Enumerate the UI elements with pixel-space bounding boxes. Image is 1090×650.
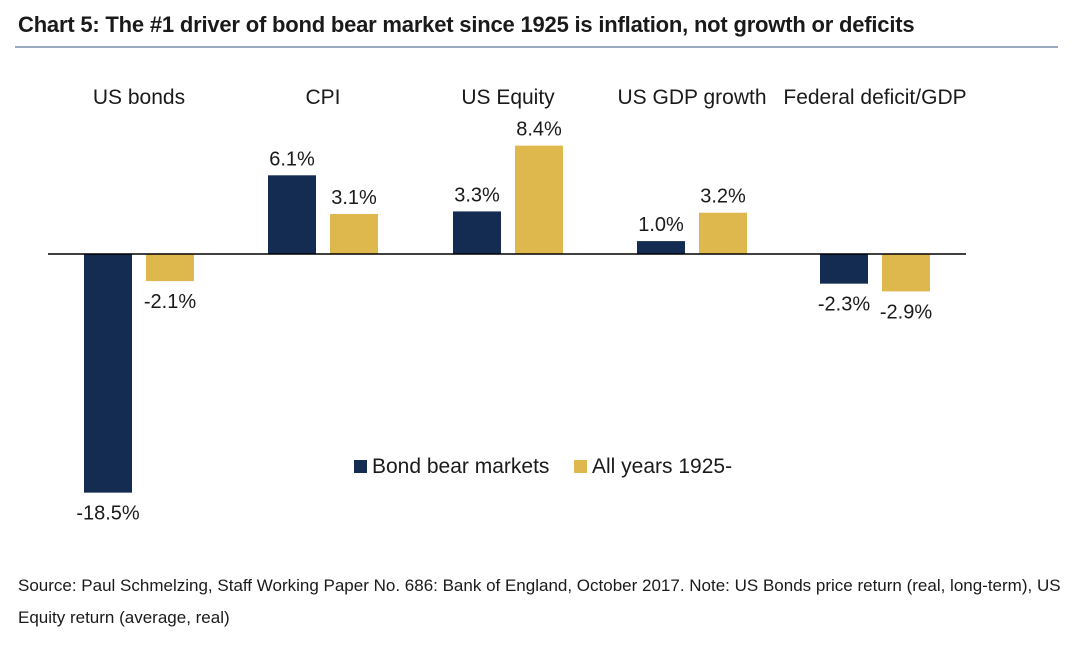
- data-label: 3.3%: [454, 184, 500, 206]
- bar-all-years: [515, 145, 563, 254]
- data-label: 8.4%: [516, 119, 562, 141]
- data-label: -2.1%: [144, 291, 196, 313]
- chart-title: Chart 5: The #1 driver of bond bear mark…: [18, 12, 915, 37]
- bar-chart: US bonds CPI US Equity US GDP growth Federal…: [48, 86, 967, 525]
- bar-all-years: [882, 254, 930, 292]
- data-label: 3.1%: [331, 187, 377, 209]
- bar-all-years: [146, 254, 194, 282]
- category-label: Federal deficit/GDP: [783, 86, 966, 109]
- data-label: -18.5%: [76, 503, 140, 525]
- category-label: US GDP growth: [618, 86, 767, 109]
- data-label: -2.9%: [880, 301, 932, 323]
- legend-label: Bond bear markets: [372, 455, 549, 478]
- bar-all-years: [330, 214, 378, 254]
- legend-swatch-bond-bear: [354, 460, 367, 473]
- category-label: CPI: [305, 86, 340, 109]
- title-divider: [15, 46, 1058, 48]
- bar-bond-bear-markets: [820, 254, 868, 284]
- bar-all-years: [699, 212, 747, 254]
- bar-bond-bear-markets: [637, 241, 685, 254]
- data-label: -2.3%: [818, 294, 870, 316]
- bar-bond-bear-markets: [453, 211, 501, 254]
- legend-label: All years 1925-: [592, 455, 732, 478]
- bar-bond-bear-markets: [268, 175, 316, 254]
- data-label: 3.2%: [700, 186, 746, 208]
- bar-bond-bear-markets: [84, 254, 132, 493]
- data-label: 6.1%: [269, 148, 315, 170]
- data-label: 1.0%: [638, 214, 684, 236]
- legend-swatch-all-years: [574, 460, 587, 473]
- source-note: Source: Paul Schmelzing, Staff Working P…: [18, 576, 1061, 627]
- category-label: US bonds: [93, 86, 185, 109]
- category-label: US Equity: [461, 86, 555, 109]
